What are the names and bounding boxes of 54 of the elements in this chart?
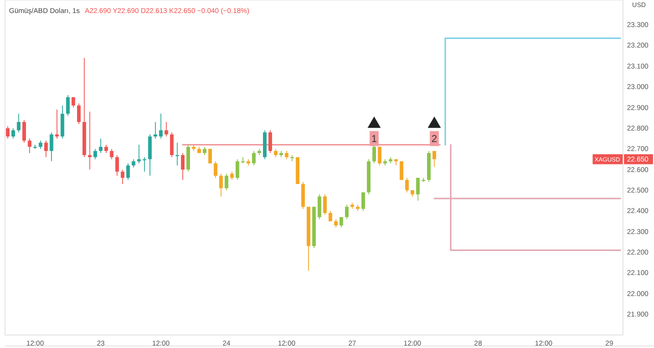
annotation: 1: [371, 134, 378, 146]
candlestick: [126, 162, 130, 180]
candlestick: [361, 192, 366, 212]
candlestick: [115, 154, 119, 176]
candlestick: [154, 122, 158, 139]
candlestick: [323, 194, 327, 216]
candlestick: [214, 160, 218, 178]
candlestick: [400, 160, 404, 180]
candlestick: [93, 148, 98, 160]
candlestick: [16, 113, 20, 133]
candlestick: [66, 94, 70, 116]
candlestick: [164, 122, 168, 137]
candlestick: [120, 169, 124, 184]
candlestick: [383, 158, 387, 166]
candlestick: [432, 150, 436, 168]
candlestick: [224, 173, 228, 191]
candlestick: [180, 152, 185, 180]
candlestick: [159, 113, 163, 139]
candlestick: [98, 138, 103, 154]
candlestick: [110, 148, 114, 160]
candlestick: [372, 144, 376, 164]
candlestick: [60, 105, 64, 139]
candlestick: [175, 142, 180, 166]
candlestick: [170, 132, 174, 158]
candlestick: [422, 177, 426, 182]
candlestick: [328, 210, 332, 222]
candlestick: [301, 182, 305, 210]
candlestick: [11, 128, 16, 139]
candlestick: [186, 144, 190, 172]
candlestick: [290, 154, 294, 162]
candlestick: [72, 96, 76, 108]
candlestick: [246, 158, 250, 166]
candlestick: [405, 177, 409, 193]
candlestick: [340, 216, 344, 228]
candlestick: [55, 109, 59, 139]
candlestick: [378, 146, 382, 166]
candlestick: [88, 111, 92, 170]
candlestick: [6, 126, 10, 139]
candlestick: [345, 204, 349, 220]
candlestick: [241, 156, 245, 164]
candlestick: [77, 102, 81, 124]
candlestick: [33, 144, 37, 150]
candlestick: [50, 132, 54, 162]
candlestick: [22, 120, 26, 144]
candlestick: [148, 134, 152, 176]
candlestick: [252, 150, 256, 166]
candlestick: [236, 158, 240, 180]
candlestick: [208, 148, 212, 164]
candlestick: [44, 140, 48, 158]
candlestick: [28, 138, 32, 154]
candlestick: [416, 177, 420, 201]
candlestick: [268, 130, 272, 154]
candlestick: [219, 173, 223, 197]
annotation: 2: [432, 134, 438, 146]
